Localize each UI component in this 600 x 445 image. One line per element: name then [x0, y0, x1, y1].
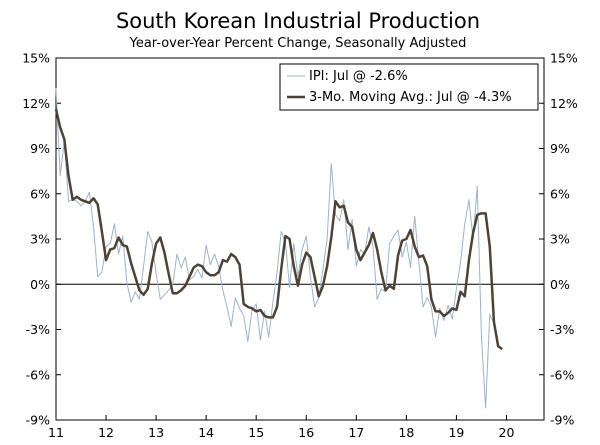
- x-tick-label: 11: [48, 425, 64, 440]
- ipi-line: [55, 88, 495, 409]
- x-tick-label: 16: [298, 425, 314, 440]
- y-tick-label-left: 3%: [30, 232, 50, 247]
- x-tick-label: 15: [248, 425, 264, 440]
- moving-average-line: [54, 108, 504, 351]
- y-tick-label-left: 0%: [30, 277, 50, 292]
- y-axis-right: 15% 12% 9% 6% 3% 0% -3% -6% -9%: [539, 51, 578, 428]
- y-tick-label-right: 12%: [550, 96, 578, 111]
- x-tick-label: 17: [348, 425, 364, 440]
- x-tick-label: 19: [448, 425, 464, 440]
- y-axis-left: 15% 12% 9% 6% 3% 0% -3% -6% -9%: [22, 51, 61, 428]
- plot-area: [55, 57, 545, 421]
- y-tick-label-left: 6%: [30, 186, 50, 201]
- y-tick-label-right: -9%: [550, 413, 574, 428]
- x-tick-label: 14: [198, 425, 214, 440]
- y-tick-label-right: 0%: [550, 277, 570, 292]
- legend-box: [279, 63, 539, 111]
- y-tick-label-right: 6%: [550, 186, 570, 201]
- x-axis: 11 12 13 14 15 16 17 18 19 20: [48, 415, 514, 440]
- chart-subtitle: Year-over-Year Percent Change, Seasonall…: [129, 36, 467, 51]
- x-tick-label: 13: [148, 425, 164, 440]
- y-tick-label-right: 9%: [550, 141, 570, 156]
- x-tick-label: 12: [98, 425, 114, 440]
- y-tick-label-left: -3%: [26, 322, 50, 337]
- y-tick-label-right: 3%: [550, 232, 570, 247]
- y-tick-label-left: 9%: [30, 141, 50, 156]
- chart-title: South Korean Industrial Production: [116, 9, 480, 33]
- y-tick-label-left: -9%: [26, 413, 50, 428]
- y-tick-label-right: 15%: [550, 51, 578, 66]
- y-tick-label-left: 15%: [22, 51, 50, 66]
- y-tick-label-right: -3%: [550, 322, 574, 337]
- legend-label-ipi: IPI: Jul @ -2.6%: [309, 69, 408, 84]
- x-tick-label: 20: [499, 425, 515, 440]
- y-tick-label-left: 12%: [22, 96, 50, 111]
- y-tick-label-left: -6%: [26, 367, 50, 382]
- legend: IPI: Jul @ -2.6% 3-Mo. Moving Avg.: Jul …: [279, 63, 539, 111]
- x-tick-label: 18: [398, 425, 414, 440]
- y-tick-label-right: -6%: [550, 367, 574, 382]
- legend-label-moving-average: 3-Mo. Moving Avg.: Jul @ -4.3%: [309, 90, 512, 105]
